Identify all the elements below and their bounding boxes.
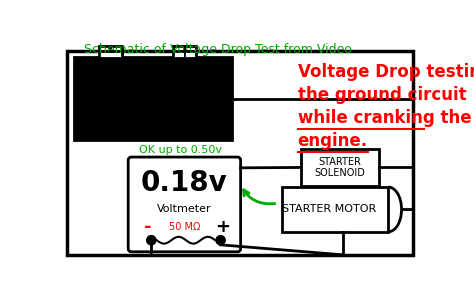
Text: the ground circuit: the ground circuit [298, 86, 466, 104]
Text: +: + [177, 43, 191, 61]
Text: -: - [145, 218, 152, 236]
Text: +: + [215, 218, 229, 236]
Bar [74, 57, 232, 140]
Text: while cranking the: while cranking the [298, 109, 471, 127]
Text: Voltage Drop testing: Voltage Drop testing [298, 63, 474, 81]
Text: -: - [107, 43, 114, 61]
Text: STARTER
SOLENOID: STARTER SOLENOID [315, 157, 365, 178]
Text: 0.18v: 0.18v [141, 169, 228, 197]
Bar [301, 149, 379, 186]
Bar [282, 187, 389, 232]
FancyBboxPatch shape [128, 157, 241, 252]
Bar [66, 51, 413, 255]
Circle shape [216, 236, 225, 245]
Text: 50 MΩ: 50 MΩ [169, 222, 200, 232]
Bar [99, 46, 122, 58]
Text: Voltmeter: Voltmeter [157, 204, 212, 214]
Circle shape [146, 236, 156, 245]
Text: OK up to 0.50v: OK up to 0.50v [139, 145, 222, 155]
Text: engine.: engine. [298, 132, 368, 150]
Text: Schematic of Voltage Drop Test from Video: Schematic of Voltage Drop Test from Vide… [84, 43, 352, 56]
Text: STARTER MOTOR: STARTER MOTOR [282, 204, 376, 214]
Bar [173, 46, 196, 58]
Text: while cranking the: while cranking the [298, 109, 471, 127]
Text: engine.: engine. [298, 132, 368, 150]
